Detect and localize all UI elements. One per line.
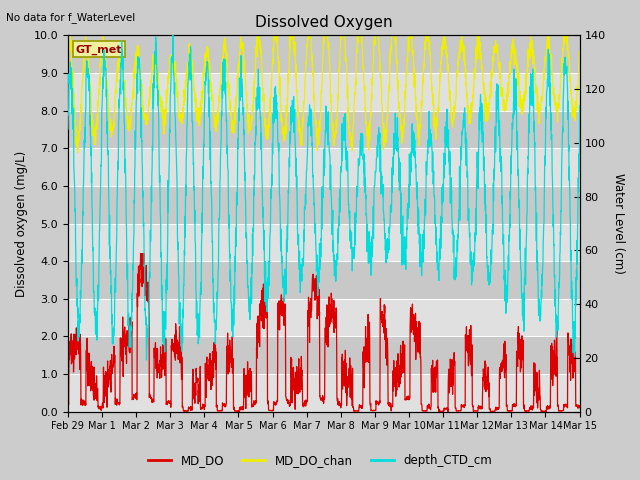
Bar [68,261,580,299]
Bar [68,299,580,336]
Bar [68,336,580,374]
Bar [68,148,580,186]
Bar [68,110,580,148]
Y-axis label: Dissolved oxygen (mg/L): Dissolved oxygen (mg/L) [15,150,28,297]
Y-axis label: Water Level (cm): Water Level (cm) [612,173,625,274]
Title: Dissolved Oxygen: Dissolved Oxygen [255,15,392,30]
Bar [68,186,580,224]
Bar [68,224,580,261]
Bar [68,36,580,73]
Text: GT_met: GT_met [76,44,122,55]
Bar [68,73,580,110]
Text: No data for f_WaterLevel: No data for f_WaterLevel [6,12,136,23]
Legend: MD_DO, MD_DO_chan, depth_CTD_cm: MD_DO, MD_DO_chan, depth_CTD_cm [143,449,497,472]
Bar [68,374,580,412]
